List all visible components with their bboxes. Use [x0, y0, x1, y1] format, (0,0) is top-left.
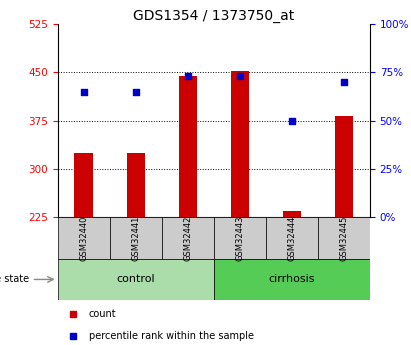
Text: GSM32443: GSM32443 — [235, 215, 244, 261]
Bar — [178, 76, 197, 217]
Point — [80, 89, 87, 95]
Bar — [214, 217, 266, 259]
Point — [236, 73, 243, 79]
Text: GSM32445: GSM32445 — [339, 215, 349, 261]
Text: GSM32441: GSM32441 — [131, 215, 140, 261]
Point — [185, 73, 191, 79]
Bar — [127, 153, 145, 217]
Bar — [266, 217, 318, 259]
Point — [341, 79, 347, 85]
Bar — [58, 217, 110, 259]
Bar — [335, 116, 353, 217]
Text: count: count — [89, 309, 116, 318]
Bar — [58, 259, 214, 300]
Text: GSM32440: GSM32440 — [79, 215, 88, 261]
Point — [132, 89, 139, 95]
Bar — [318, 217, 370, 259]
Bar — [214, 259, 370, 300]
Bar — [74, 153, 93, 217]
Title: GDS1354 / 1373750_at: GDS1354 / 1373750_at — [133, 9, 294, 23]
Text: control: control — [116, 275, 155, 284]
Bar — [162, 217, 214, 259]
Point — [289, 118, 295, 124]
Bar — [110, 217, 162, 259]
Bar — [231, 71, 249, 217]
Bar — [283, 211, 301, 217]
Text: cirrhosis: cirrhosis — [268, 275, 315, 284]
Text: disease state: disease state — [0, 275, 29, 284]
Text: GSM32442: GSM32442 — [183, 215, 192, 261]
Text: percentile rank within the sample: percentile rank within the sample — [89, 331, 254, 341]
Text: GSM32444: GSM32444 — [287, 215, 296, 261]
